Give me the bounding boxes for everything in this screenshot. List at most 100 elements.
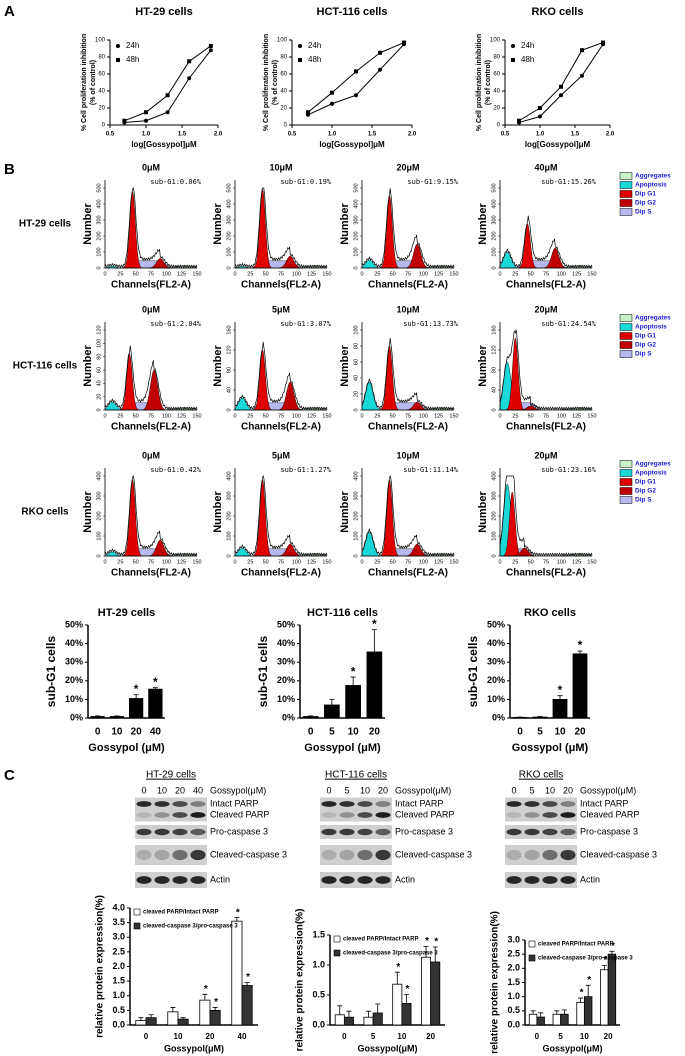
y-tick-label: 2.0 xyxy=(507,963,520,973)
data-point xyxy=(378,67,382,72)
x-tick-label: 150 xyxy=(322,413,331,419)
legend-label: 24h xyxy=(521,41,534,50)
y-tick-label: 60 xyxy=(493,72,500,78)
histogram-outline xyxy=(361,474,455,557)
bar xyxy=(528,1013,538,1026)
y-tick-label: 0 xyxy=(353,266,359,269)
x-axis-label: Channels(FL2-A) xyxy=(241,280,321,291)
y-tick-label: 40 xyxy=(96,380,102,386)
x-tick-label: 0 xyxy=(95,727,101,738)
x-tick-label: 150 xyxy=(587,559,596,565)
y-tick-label: 100 xyxy=(96,247,102,256)
y-tick-label: 0.0 xyxy=(312,1019,325,1029)
x-tick-label: 0 xyxy=(498,413,501,419)
y-tick-label: 1.5 xyxy=(507,977,520,987)
sub-g1-label: sub-G1:0.06% xyxy=(150,178,201,186)
data-point xyxy=(538,106,542,110)
blot-band xyxy=(154,876,170,884)
error-bar xyxy=(530,1010,536,1015)
y-tick-label: 300 xyxy=(353,215,359,224)
y-tick-label: 3.0 xyxy=(507,934,520,944)
error-bar xyxy=(308,715,314,717)
x-tick-label: 0 xyxy=(360,559,363,565)
data-point xyxy=(122,118,127,123)
y-tick-label: 500 xyxy=(226,183,232,192)
y-axis-label: Number xyxy=(82,345,94,387)
plot-frame xyxy=(234,180,327,269)
chart-title: HT-29 cells xyxy=(98,607,155,619)
sub-g1-label: sub-G1:15.26% xyxy=(541,178,597,186)
panel-label: C xyxy=(4,767,15,784)
legend-swatch xyxy=(619,469,633,477)
x-axis-label: Channels(FL2-A) xyxy=(111,422,191,433)
legend-swatch xyxy=(619,496,633,504)
y-tick-label: 0.0 xyxy=(112,1019,125,1029)
row-label: HCT-116 cells xyxy=(13,361,78,372)
y-tick-label: 200 xyxy=(96,231,102,240)
data-point xyxy=(306,110,310,115)
x-tick-label: 5 xyxy=(329,727,335,738)
data-point xyxy=(165,93,170,98)
bar xyxy=(552,699,568,719)
significance-mark: * xyxy=(587,975,591,986)
error-bar xyxy=(180,1017,186,1020)
y-axis-label: Number xyxy=(212,345,224,387)
error-bar xyxy=(212,1007,218,1011)
sub-g1-label: sub-G1:9.15% xyxy=(407,178,458,186)
x-tick-label: 0.5 xyxy=(106,132,115,138)
error-bar xyxy=(578,997,584,1003)
x-tick-label: 100 xyxy=(162,271,171,277)
legend-label: 48h xyxy=(521,55,534,64)
x-tick-label: 100 xyxy=(557,559,566,565)
data-point xyxy=(208,48,213,53)
blot-strip xyxy=(135,845,207,865)
blot-band xyxy=(172,876,188,884)
blot-band xyxy=(154,849,170,861)
x-tick-label: 25 xyxy=(247,559,253,565)
dose-label: 10μM xyxy=(396,450,419,460)
legend-swatch xyxy=(619,487,633,495)
error-bar xyxy=(95,715,101,717)
legend-swatch xyxy=(133,922,141,930)
y-tick-label: 0% xyxy=(70,712,83,722)
error-bar xyxy=(148,1014,154,1018)
x-tick-label: 75 xyxy=(278,559,284,565)
x-tick-label: 25 xyxy=(374,271,380,277)
x-tick-label: 150 xyxy=(449,559,458,565)
data-point xyxy=(354,93,358,98)
y-tick-label: 0 xyxy=(497,123,501,129)
blot-band xyxy=(321,828,337,836)
y-tick-label: 200 xyxy=(353,231,359,240)
histogram-area xyxy=(278,255,302,269)
data-point xyxy=(517,118,521,123)
x-tick-label: 25 xyxy=(374,413,380,419)
x-tick-label: 10 xyxy=(174,1032,183,1041)
x-tick-label: 75 xyxy=(543,559,549,565)
legend-label: Dip S xyxy=(635,351,652,358)
y-tick-label: 2.5 xyxy=(507,949,520,959)
blot-strip xyxy=(320,797,392,811)
y-tick-label: 200 xyxy=(491,511,497,520)
x-tick-label: 75 xyxy=(278,413,284,419)
bar xyxy=(209,1009,221,1026)
y-tick-label: 100 xyxy=(353,325,359,334)
data-point xyxy=(187,76,192,81)
legend-label: Dip S xyxy=(635,209,652,216)
sub-g1-label: sub-G1:1.27% xyxy=(280,466,331,474)
plot-frame xyxy=(104,180,197,269)
error-bar xyxy=(329,699,335,705)
histogram-outline xyxy=(104,186,198,269)
band-label: Intact PARP xyxy=(395,798,443,808)
chart-title: HT-29 cells xyxy=(135,6,192,18)
sub-g1-label: sub-G1:13.73% xyxy=(403,320,459,328)
x-tick-label: 0 xyxy=(233,271,236,277)
blot-band xyxy=(190,801,206,807)
blot-band xyxy=(172,849,188,861)
dose-label: 20μM xyxy=(534,450,557,460)
x-tick-label: 75 xyxy=(405,413,411,419)
x-tick-label: 1.5 xyxy=(571,132,580,138)
x-tick-label: 25 xyxy=(247,413,253,419)
chart-title: HCT-116 cells xyxy=(307,607,378,619)
error-bar xyxy=(350,676,356,686)
